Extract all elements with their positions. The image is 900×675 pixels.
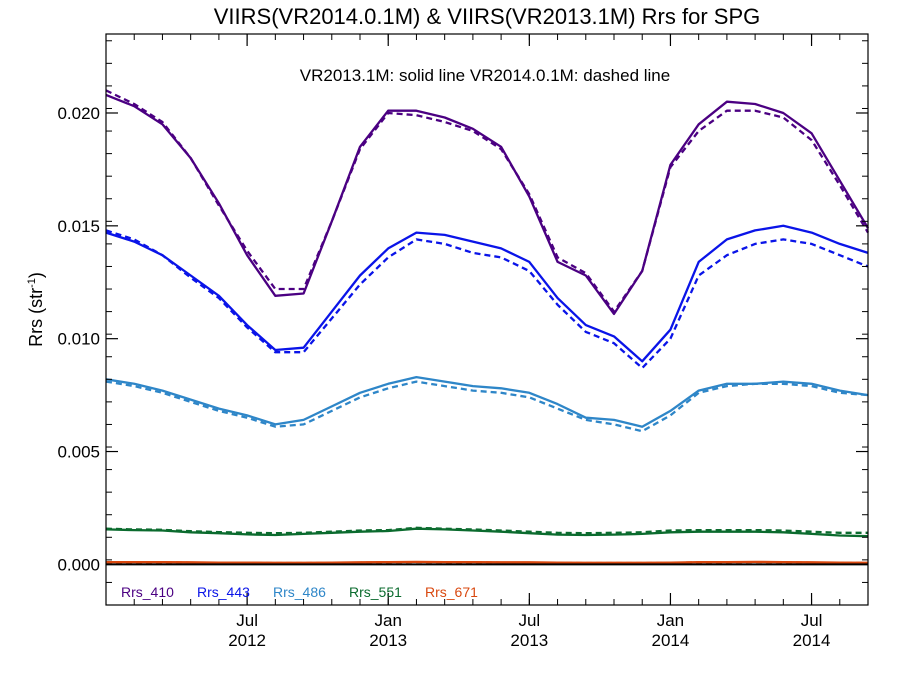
x-tick-label-month: Jan (657, 611, 684, 630)
series-line-Rrs_443-solid (105, 224, 869, 363)
legend-entry-Rrs_410: Rrs_410 (121, 584, 174, 600)
legend-entry-Rrs_551: Rrs_551 (349, 584, 402, 600)
series-layer (105, 89, 869, 565)
series-Rrs_551 (105, 526, 869, 538)
series-line-Rrs_486-solid (105, 375, 869, 428)
series-line-Rrs_486-dashed (105, 380, 869, 433)
legend-entry-Rrs_671: Rrs_671 (425, 584, 478, 600)
y-tick-label: 0.010 (57, 330, 100, 349)
x-tick-label-month: Jul (236, 611, 258, 630)
legend-entry-Rrs_443: Rrs_443 (197, 584, 250, 600)
series-line-Rrs_443-dashed (105, 229, 869, 370)
x-tick-label-year: 2013 (369, 631, 407, 650)
x-tick-label-year: 2012 (228, 631, 266, 650)
y-tick-label: 0.005 (57, 443, 100, 462)
series-Rrs_410 (105, 89, 869, 316)
y-tick-label: 0.000 (57, 555, 100, 574)
y-axis-label-superscript: -1 (26, 278, 38, 288)
series-line-Rrs_551-dashed (105, 526, 868, 535)
y-axis-label: Rrs (str-1) (26, 272, 46, 347)
x-tick-label-month: Jul (518, 611, 540, 630)
y-axis-label-close: ) (26, 272, 46, 278)
x-tick-label-year: 2014 (793, 631, 831, 650)
legend: Rrs_410 Rrs_443 Rrs_486 Rrs_551 Rrs_671 (121, 584, 478, 600)
series-line-Rrs_410-solid (105, 93, 869, 316)
y-axis-label-main: Rrs (str (26, 288, 46, 347)
x-tick-label-month: Jul (801, 611, 823, 630)
x-tick-label-year: 2014 (652, 631, 690, 650)
series-Rrs_443 (105, 224, 869, 370)
series-line-Rrs_410-dashed (105, 89, 869, 313)
line-style-note: VR2013.1M: solid line VR2014.0.1M: dashe… (300, 66, 670, 85)
series-Rrs_486 (105, 375, 869, 433)
series-Rrs_671 (106, 560, 869, 565)
y-tick-label: 0.015 (57, 217, 100, 236)
series-line-Rrs_671-dashed (106, 560, 869, 565)
x-tick-label-month: Jan (375, 611, 402, 630)
chart-title: VIIRS(VR2014.0.1M) & VIIRS(VR2013.1M) Rr… (214, 4, 761, 29)
y-tick-label: 0.020 (57, 104, 100, 123)
legend-entry-Rrs_486: Rrs_486 (273, 584, 326, 600)
plot-frame (105, 33, 869, 606)
x-tick-label-year: 2013 (510, 631, 548, 650)
axis-layer: 0.0000.0050.0100.0150.020Jul2012Jan2013J… (57, 33, 869, 650)
